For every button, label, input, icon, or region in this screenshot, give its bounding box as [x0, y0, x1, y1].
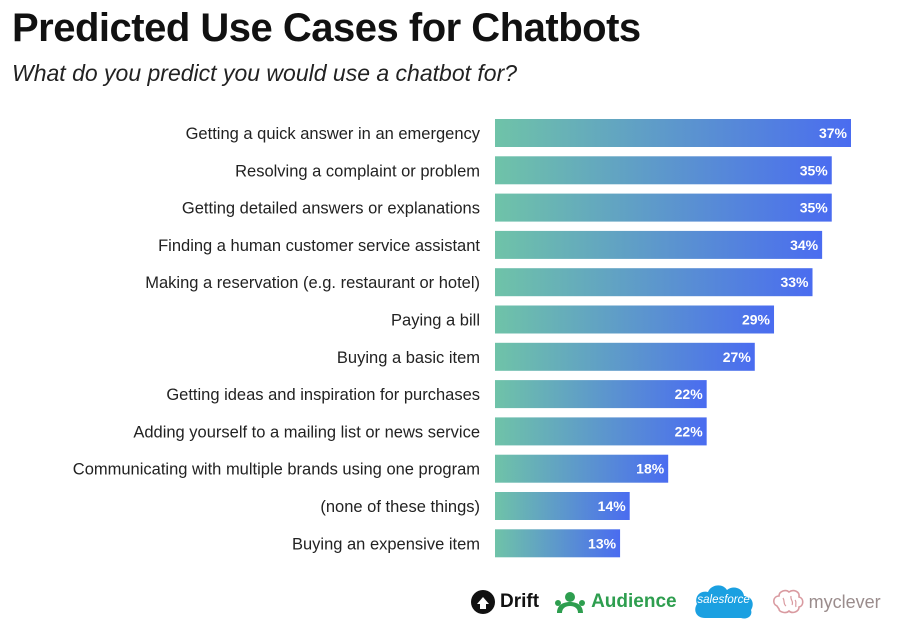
bar	[495, 305, 775, 334]
bar-chart: Getting a quick answer in an emergency 37…	[73, 119, 851, 558]
bar	[495, 193, 832, 222]
category-label: Communicating with multiple brands using…	[73, 461, 480, 479]
category-label: Getting a quick answer in an emergency	[186, 125, 481, 143]
salesforce-logo-text: salesforce	[697, 594, 750, 606]
bar	[495, 230, 823, 259]
drift-logo-icon	[471, 590, 495, 614]
chart-title: Predicted Use Cases for Chatbots	[12, 6, 641, 50]
value-label: 35%	[800, 200, 829, 216]
myclever-logo-text: myclever	[808, 591, 881, 612]
category-label: Paying a bill	[391, 312, 480, 330]
bar	[495, 492, 630, 520]
category-label: Buying an expensive item	[292, 535, 480, 553]
audience-logo-text: Audience	[591, 591, 677, 612]
bar	[495, 156, 832, 185]
drift-logo: Drift	[470, 589, 539, 615]
category-label: Buying a basic item	[337, 349, 480, 367]
value-label: 29%	[742, 312, 771, 328]
bar	[495, 342, 755, 371]
category-label: (none of these things)	[320, 498, 480, 516]
value-label: 18%	[636, 461, 665, 477]
category-label: Adding yourself to a mailing list or new…	[133, 423, 480, 441]
value-label: 22%	[675, 423, 704, 439]
category-label: Making a reservation (e.g. restaurant or…	[145, 274, 480, 292]
brain-icon	[772, 589, 804, 614]
category-label: Getting ideas and inspiration for purcha…	[166, 386, 480, 404]
bar	[495, 454, 669, 483]
drift-logo-text: Drift	[500, 591, 540, 612]
category-label: Finding a human customer service assista…	[158, 237, 480, 255]
category-label: Getting detailed answers or explanations	[182, 200, 480, 218]
bar	[495, 417, 707, 446]
value-label: 14%	[598, 498, 627, 514]
value-label: 13%	[588, 535, 617, 551]
salesforce-logo: salesforce	[691, 580, 757, 624]
cloud-icon	[694, 585, 753, 619]
bar	[495, 119, 851, 147]
chart-subtitle: What do you predict you would use a chat…	[12, 60, 518, 86]
audience-logo: Audience	[553, 589, 677, 615]
bars-layer: Getting a quick answer in an emergency 37…	[73, 119, 851, 558]
value-label: 34%	[790, 237, 819, 253]
myclever-logo: myclever	[771, 588, 881, 616]
bar	[495, 268, 813, 297]
category-label: Resolving a complaint or problem	[235, 162, 480, 180]
bar	[495, 380, 707, 409]
bar	[495, 529, 621, 558]
value-label: 35%	[800, 162, 829, 178]
value-label: 27%	[723, 349, 752, 365]
value-label: 33%	[780, 274, 809, 290]
audience-logo-icon	[555, 592, 586, 613]
logo-strip: Drift Audience salesforce myclever	[470, 578, 900, 626]
value-label: 22%	[675, 386, 704, 402]
value-label: 37%	[819, 125, 848, 141]
